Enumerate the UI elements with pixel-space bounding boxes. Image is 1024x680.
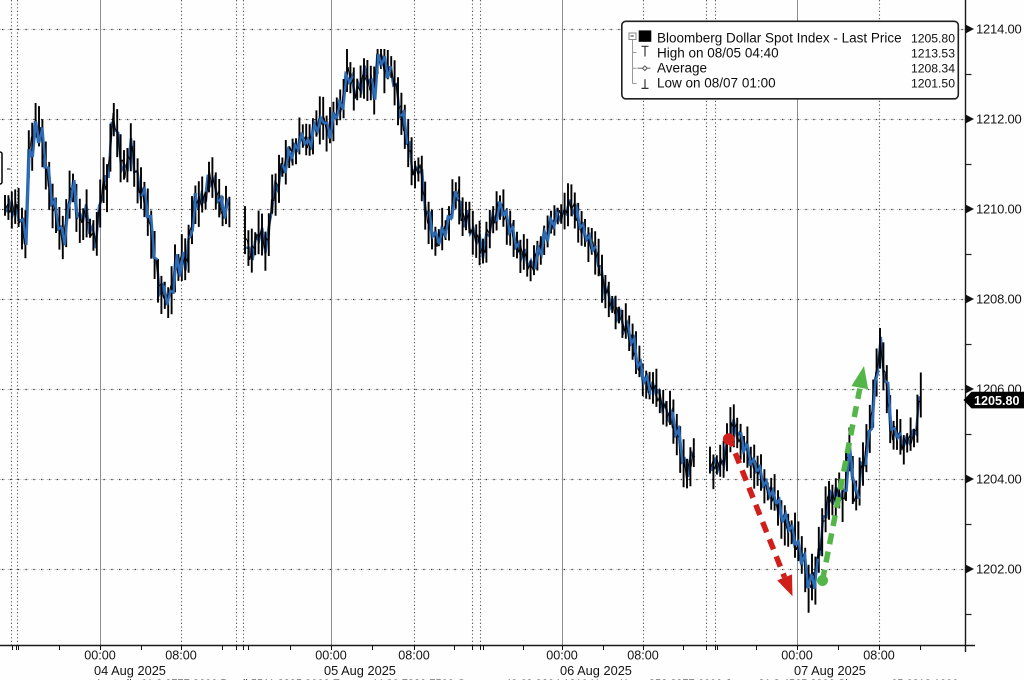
svg-text:High on 08/05 04:40: High on 08/05 04:40 bbox=[657, 46, 779, 61]
svg-text:08:00: 08:00 bbox=[165, 649, 197, 663]
svg-text:Bloomberg Dollar Spot Index -: Bloomberg Dollar Spot Index - Last Price bbox=[657, 31, 902, 46]
svg-text:1208.00: 1208.00 bbox=[976, 292, 1022, 307]
svg-text:1205.80: 1205.80 bbox=[911, 32, 955, 46]
svg-text:Average: Average bbox=[657, 61, 707, 76]
svg-text:1208.34: 1208.34 bbox=[911, 62, 955, 76]
svg-text:00:00: 00:00 bbox=[546, 649, 578, 663]
svg-text:06 Aug 2025: 06 Aug 2025 bbox=[560, 663, 632, 678]
svg-text:1204.00: 1204.00 bbox=[976, 472, 1022, 487]
svg-text:04 Aug 2025: 04 Aug 2025 bbox=[94, 663, 166, 678]
svg-text:Low on 08/07 01:00: Low on 08/07 01:00 bbox=[657, 76, 776, 91]
svg-text:1214.00: 1214.00 bbox=[976, 22, 1022, 37]
svg-text:07 Aug 2025: 07 Aug 2025 bbox=[794, 663, 866, 678]
svg-text:1202.00: 1202.00 bbox=[976, 562, 1022, 577]
svg-text:00:00: 00:00 bbox=[315, 649, 347, 663]
svg-text:1213.53: 1213.53 bbox=[911, 47, 955, 61]
svg-text:08:00: 08:00 bbox=[627, 649, 659, 663]
svg-text:1210.00: 1210.00 bbox=[976, 202, 1022, 217]
svg-text:1205.80: 1205.80 bbox=[974, 394, 1020, 408]
svg-text:1212.00: 1212.00 bbox=[976, 112, 1022, 127]
svg-text:08:00: 08:00 bbox=[398, 649, 430, 663]
svg-text:05 Aug 2025: 05 Aug 2025 bbox=[324, 663, 396, 678]
svg-text:Australia 61 2 9777 8600 Brazi: Australia 61 2 9777 8600 Brazil 5511 239… bbox=[95, 678, 958, 680]
svg-text:00:00: 00:00 bbox=[84, 649, 116, 663]
svg-text:1201.50: 1201.50 bbox=[911, 77, 955, 91]
svg-text:00:00: 00:00 bbox=[781, 649, 813, 663]
svg-text:08:00: 08:00 bbox=[863, 649, 895, 663]
